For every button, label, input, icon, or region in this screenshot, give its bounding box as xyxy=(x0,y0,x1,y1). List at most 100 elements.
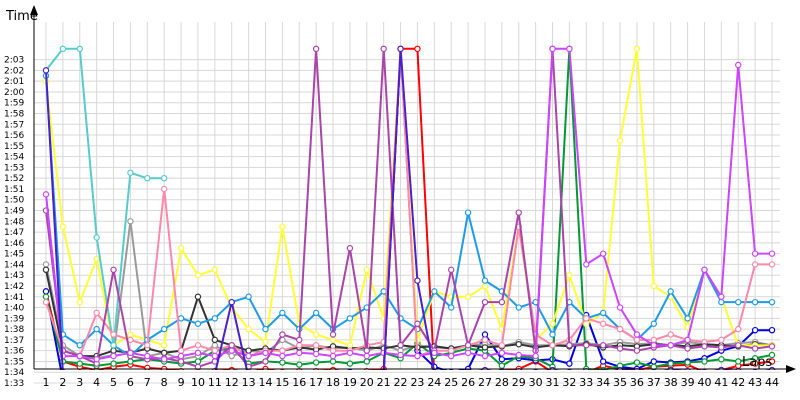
series-point xyxy=(194,320,202,327)
series-point xyxy=(735,61,742,69)
series-point xyxy=(279,223,286,230)
series-point xyxy=(329,347,337,354)
series-point xyxy=(431,288,438,295)
series-point xyxy=(599,309,607,317)
series-point xyxy=(633,359,641,366)
series-point xyxy=(498,362,506,369)
series-point xyxy=(397,351,404,359)
y-tick-label: 2:02 xyxy=(4,66,24,76)
series-point xyxy=(245,293,252,300)
series-point xyxy=(498,356,506,363)
x-tick-label: 15 xyxy=(275,376,289,389)
series-point xyxy=(211,347,219,354)
series-point xyxy=(650,358,658,365)
series-point xyxy=(93,325,100,333)
series-point xyxy=(549,320,556,327)
series-point xyxy=(448,266,455,274)
series-point xyxy=(464,342,472,349)
series-point xyxy=(448,347,455,354)
x-tick-label: 6 xyxy=(127,376,134,389)
x-tick-label: 12 xyxy=(225,376,239,389)
x-tick-label: 28 xyxy=(495,376,509,389)
x-tick-label: 25 xyxy=(444,376,458,389)
series-point xyxy=(177,352,185,360)
series-point xyxy=(599,320,607,327)
series-point xyxy=(667,288,674,295)
series-point xyxy=(515,209,522,216)
series-point xyxy=(718,293,725,300)
series-line xyxy=(45,75,772,358)
x-tick-label: 23 xyxy=(410,376,424,389)
x-tick-label: 35 xyxy=(613,376,627,389)
series-point xyxy=(211,352,219,360)
x-tick-label: 32 xyxy=(562,376,576,389)
series-point xyxy=(583,315,590,322)
x-tick-label: 8 xyxy=(161,376,168,389)
series-point xyxy=(42,67,50,74)
series-point xyxy=(211,315,219,322)
series-point xyxy=(363,352,370,360)
series-point xyxy=(228,347,235,354)
series-point xyxy=(583,342,590,349)
series-point xyxy=(245,352,252,360)
series-point xyxy=(312,331,320,338)
x-tick-label: 18 xyxy=(326,376,340,389)
series-point xyxy=(701,266,708,274)
series-point xyxy=(93,309,100,317)
series-point xyxy=(481,344,489,351)
y-tick-label: 1:44 xyxy=(4,260,24,270)
series-point xyxy=(651,369,657,370)
series-point xyxy=(768,351,776,359)
series-point xyxy=(59,223,67,230)
series-point xyxy=(752,369,758,370)
series-point xyxy=(312,309,320,317)
series-point xyxy=(346,245,354,252)
series-point xyxy=(160,185,168,193)
x-tick-label: 9 xyxy=(178,376,185,389)
series-point xyxy=(346,342,354,349)
x-tick-label: 22 xyxy=(394,376,408,389)
series-point xyxy=(177,315,185,322)
series-point xyxy=(650,282,658,290)
series-point xyxy=(498,349,506,357)
series-point xyxy=(567,369,572,370)
series-point xyxy=(280,369,285,370)
series-point xyxy=(177,347,185,354)
series-point xyxy=(279,347,286,354)
y-tick-label: 1:33 xyxy=(4,379,24,389)
series-point xyxy=(363,347,370,354)
x-tick-label: 24 xyxy=(427,376,441,389)
series-point xyxy=(768,343,776,350)
series-point xyxy=(279,309,286,317)
series-point xyxy=(144,364,151,370)
y-tick-label: 1:38 xyxy=(4,325,24,335)
series-point xyxy=(650,336,658,344)
series-point xyxy=(532,352,539,360)
series-point xyxy=(160,325,168,333)
y-tick-label: 1:43 xyxy=(4,271,24,281)
series-point xyxy=(701,358,708,365)
series-point xyxy=(127,349,134,357)
x-tick-label: 33 xyxy=(579,376,593,389)
series-point xyxy=(414,277,421,284)
series-point xyxy=(110,342,117,349)
series-point xyxy=(751,355,759,362)
x-tick-label: 31 xyxy=(546,376,560,389)
x-tick-label: 17 xyxy=(309,376,323,389)
series-point xyxy=(329,352,337,360)
series-point xyxy=(42,288,50,295)
series-point xyxy=(549,342,556,349)
series-point xyxy=(245,325,252,333)
series-point xyxy=(296,342,303,349)
series-point xyxy=(684,336,691,344)
series-point xyxy=(245,347,252,354)
series-point xyxy=(363,266,370,274)
series-point xyxy=(481,352,489,360)
series-point xyxy=(397,45,404,53)
series-point xyxy=(549,331,556,338)
x-tick-label: 21 xyxy=(377,376,391,389)
series-point xyxy=(346,349,354,357)
x-tick-label: 2 xyxy=(59,376,66,389)
x-tick-label: 29 xyxy=(512,376,526,389)
series-point xyxy=(566,272,573,279)
